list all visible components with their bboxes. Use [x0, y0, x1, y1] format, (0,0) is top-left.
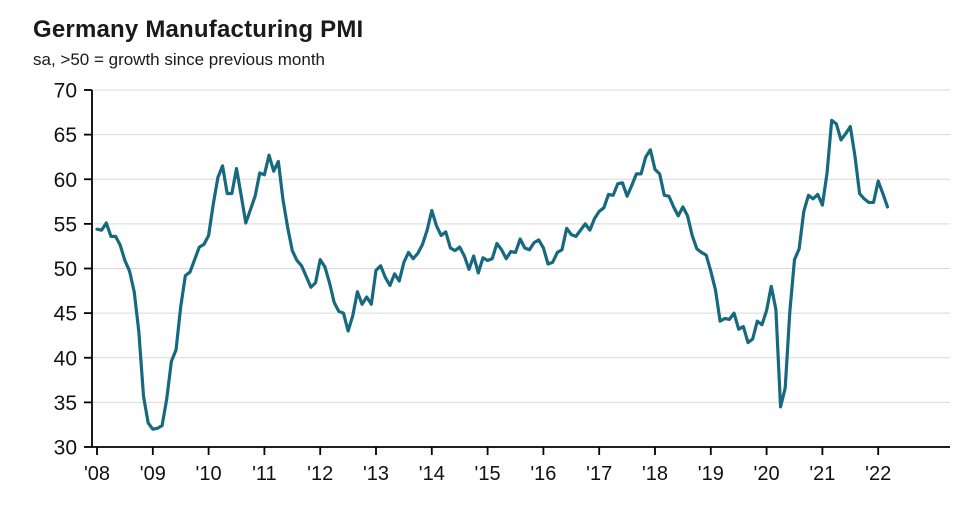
x-tick-label: '18	[642, 463, 668, 485]
x-tick-label: '16	[530, 463, 556, 485]
x-tick-label: '19	[698, 463, 724, 485]
y-tick-label: 55	[54, 213, 77, 236]
x-tick-label: '22	[865, 463, 891, 485]
x-tick-label: '21	[809, 463, 835, 485]
x-tick-label: '14	[419, 463, 445, 485]
x-tick-label: '12	[307, 463, 333, 485]
pmi-line-chart: 30 35 40 45 50 55 60 65 70 '08 '09 '10 '11 '12 '13 '14 '…	[54, 80, 950, 485]
y-tick-label: 40	[54, 347, 77, 370]
chart-subtitle: sa, >50 = growth since previous month	[33, 50, 325, 69]
x-tick-label: '17	[586, 463, 612, 485]
x-tick-label: '20	[754, 463, 780, 485]
y-tick-label: 30	[54, 437, 77, 460]
y-tick-label: 60	[54, 169, 77, 192]
x-tick-label: '09	[140, 463, 166, 485]
x-tick-label: '11	[252, 463, 277, 485]
chart-title: Germany Manufacturing PMI	[33, 16, 364, 43]
y-tick-label: 35	[54, 392, 77, 415]
y-tick-label: 50	[54, 258, 77, 281]
y-tick-label: 65	[54, 124, 77, 147]
x-tick-label: '08	[84, 463, 110, 485]
y-tick-label: 70	[54, 80, 77, 103]
pmi-series-line	[95, 118, 890, 431]
x-tick-label: '15	[475, 463, 501, 485]
x-tick-label: '13	[363, 463, 389, 485]
x-tick-label: '10	[196, 463, 222, 485]
y-tick-label: 45	[54, 303, 77, 326]
